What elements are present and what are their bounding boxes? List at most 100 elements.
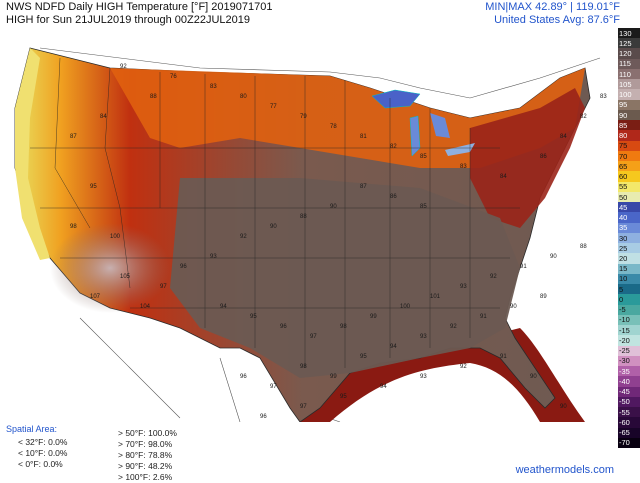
legend-swatch: [618, 212, 640, 224]
legend-label: -65: [619, 428, 630, 438]
lake-huron: [430, 113, 450, 138]
legend-label: 65: [619, 161, 628, 171]
spatial-stat: > 50°F: 100.0%: [118, 428, 177, 438]
legend-swatch: [618, 376, 640, 388]
legend-label: 120: [619, 49, 632, 59]
map-title: NWS NDFD Daily HIGH Temperature [°F] 201…: [6, 1, 272, 27]
temperature-value-label: 82: [390, 144, 397, 150]
legend-swatch: [618, 99, 640, 111]
legend-swatch: [618, 222, 640, 234]
legend-swatch: [618, 273, 640, 285]
temperature-value-label: 96: [240, 374, 247, 380]
legend-swatch: [618, 161, 640, 172]
temperature-value-label: 85: [420, 204, 427, 210]
legend-label: 95: [619, 100, 628, 110]
temperature-value-label: 101: [430, 294, 441, 300]
temperature-value-label: 91: [500, 354, 507, 360]
temperature-value-label: 88: [300, 214, 307, 220]
site-credit: weathermodels.com: [515, 464, 614, 476]
temperature-value-label: 86: [540, 154, 547, 160]
canada-border: [39, 47, 601, 99]
legend-swatch: [618, 89, 640, 101]
temperature-value-label: 96: [260, 414, 267, 420]
legend-swatch: [618, 325, 640, 336]
temperature-value-label: 90: [270, 224, 277, 230]
legend-swatch: [618, 386, 640, 398]
legend-label: -45: [619, 387, 630, 397]
legend-label: 90: [619, 110, 628, 120]
temperature-value-label: 98: [70, 224, 77, 230]
temperature-labels: 92 88 84 87 76 83 80 77 79 78 81 82 85 83 84 86 84 82 83 95…: [70, 64, 607, 420]
lake-superior: [372, 90, 420, 108]
legend-swatch: [618, 48, 640, 60]
temperature-value-label: 95: [360, 354, 367, 360]
temperature-value-label: 93: [420, 334, 427, 340]
spatial-area-title: Spatial Area:: [6, 424, 58, 434]
temperature-value-label: 97: [300, 404, 307, 410]
minmax-readout: MIN|MAX 42.89° | 119.01°F: [485, 1, 620, 13]
temperature-value-label: 91: [480, 314, 487, 320]
temperature-value-label: 96: [280, 324, 287, 330]
legend-label: 100: [619, 90, 632, 100]
legend-label: 0: [619, 294, 624, 304]
spatial-stat: > 90°F: 48.2%: [118, 461, 173, 471]
state-borders: [30, 57, 520, 368]
legend-label: 105: [619, 79, 632, 89]
temperature-value-label: 98: [300, 364, 307, 370]
temperature-value-label: 83: [210, 84, 217, 90]
legend-swatch: [618, 366, 640, 377]
legend-swatch: [618, 181, 640, 193]
lake-michigan: [410, 116, 420, 156]
color-legend: [618, 28, 640, 449]
legend-label: 15: [619, 264, 628, 274]
title-line-1: NWS NDFD Daily HIGH Temperature [°F] 201…: [6, 1, 273, 13]
legend-swatch: [618, 427, 640, 439]
temperature-value-label: 83: [600, 94, 607, 100]
temperature-value-label: 97: [160, 284, 167, 290]
spatial-stat: > 70°F: 98.0%: [118, 439, 173, 449]
legend-label: -50: [619, 397, 630, 407]
legend-label: -40: [619, 376, 630, 386]
legend-label: -55: [619, 407, 630, 417]
temperature-value-label: 105: [120, 274, 131, 280]
legend-swatch: [618, 68, 640, 80]
legend-label: 80: [619, 131, 628, 141]
legend-swatch: [618, 243, 640, 254]
temperature-value-label: 100: [110, 234, 121, 240]
temperature-value-label: 93: [420, 374, 427, 380]
legend-swatch: [618, 314, 640, 326]
legend-swatch: [618, 202, 640, 213]
temperature-value-label: 81: [360, 134, 367, 140]
spatial-stat: < 10°F: 0.0%: [18, 448, 68, 458]
legend-label: 5: [619, 284, 624, 294]
temperature-value-label: 94: [380, 384, 387, 390]
spatial-stat: < 32°F: 0.0%: [18, 437, 68, 447]
legend-swatch: [618, 109, 640, 121]
legend-swatch: [618, 437, 640, 449]
temperature-value-label: 95: [250, 314, 257, 320]
legend-swatch: [618, 232, 640, 244]
legend-label: -25: [619, 346, 630, 356]
spatial-area-col-1: < 32°F: 0.0% < 10°F: 0.0% < 0°F: 0.0%: [18, 437, 67, 470]
spatial-stat: > 100°F: 2.6%: [118, 472, 173, 482]
legend-label: -30: [619, 356, 630, 366]
legend-swatch: [618, 263, 640, 275]
title-line-2: HIGH for Sun 21JUL2019 through 00Z22JUL2…: [6, 14, 250, 26]
temperature-value-label: 87: [70, 134, 77, 140]
temperature-value-label: 80: [240, 94, 247, 100]
temperature-value-label: 90: [550, 254, 557, 260]
legend-label: 130: [619, 28, 632, 38]
spatial-area-col-2: > 50°F: 100.0% > 70°F: 98.0% > 80°F: 78.…: [118, 428, 177, 483]
legend-swatch: [618, 191, 640, 203]
legend-label: 30: [619, 233, 628, 243]
temperature-value-label: 84: [560, 134, 567, 140]
temperature-value-label: 92: [120, 64, 127, 70]
legend-label: 70: [619, 151, 628, 161]
temperature-value-label: 93: [460, 284, 467, 290]
legend-swatch: [618, 130, 640, 142]
west-coast-cool-strip: [15, 48, 50, 260]
temperature-value-label: 99: [370, 314, 377, 320]
spatial-stat: < 0°F: 0.0%: [18, 459, 63, 469]
legend-label: 25: [619, 243, 628, 253]
temperature-value-label: 77: [270, 104, 277, 110]
